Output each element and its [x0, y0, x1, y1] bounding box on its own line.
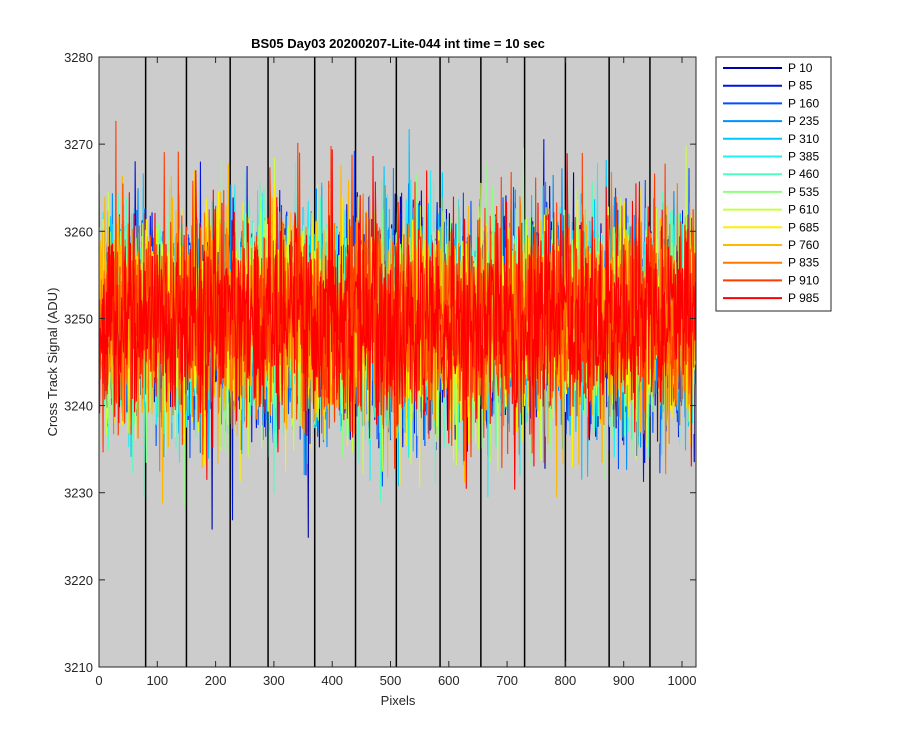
- legend-entry: P 10: [723, 61, 813, 75]
- y-tick-label: 3280: [64, 50, 93, 65]
- x-tick-label: 400: [321, 673, 343, 688]
- y-tick-label: 3230: [64, 486, 93, 501]
- legend-label: P 85: [788, 79, 813, 93]
- x-tick-label: 900: [613, 673, 635, 688]
- legend-label: P 760: [788, 238, 819, 252]
- x-tick-label: 500: [380, 673, 402, 688]
- legend-label: P 235: [788, 114, 819, 128]
- y-tick-label: 3220: [64, 573, 93, 588]
- legend-label: P 310: [788, 132, 819, 146]
- y-tick-label: 3250: [64, 311, 93, 326]
- legend-label: P 160: [788, 96, 819, 110]
- series-lines: [98, 120, 696, 538]
- chart-title: BS05 Day03 20200207-Lite-044 int time = …: [251, 36, 545, 51]
- x-tick-label: 1000: [668, 673, 697, 688]
- legend-label: P 10: [788, 61, 813, 75]
- legend-box: [715, 56, 832, 312]
- x-tick-label: 800: [555, 673, 577, 688]
- legend-entry: P 685: [723, 220, 819, 234]
- y-tick-label: 3270: [64, 137, 93, 152]
- x-tick-label: 300: [263, 673, 285, 688]
- x-axis-label: Pixels: [381, 693, 416, 708]
- legend-entry: P 610: [723, 203, 819, 217]
- legend-entry: P 85: [723, 79, 813, 93]
- x-tick-label: 0: [95, 673, 102, 688]
- y-tick-label: 3260: [64, 224, 93, 239]
- legend-entry: P 160: [723, 96, 819, 110]
- y-tick-label: 3210: [64, 660, 93, 675]
- x-axis: 0 100 200 300 400 500 600 700 800 900 1000: [95, 57, 696, 688]
- plot-frame: [98, 56, 697, 668]
- x-tick-label: 600: [438, 673, 460, 688]
- legend-entry: P 760: [723, 238, 819, 252]
- legend-label: P 910: [788, 273, 819, 287]
- legend-entry: P 910: [723, 273, 819, 287]
- y-axis-label: Cross Track Signal (ADU): [45, 288, 60, 437]
- x-tick-label: 100: [146, 673, 168, 688]
- legend-entry: P 235: [723, 114, 819, 128]
- legend-label: P 535: [788, 185, 819, 199]
- legend-label: P 610: [788, 203, 819, 217]
- legend-label: P 460: [788, 167, 819, 181]
- series-line-p-985: [98, 149, 696, 490]
- legend-entry: P 835: [723, 256, 819, 270]
- legend: P 10 P 85 P 160 P 235 P 310 P 385 P 460 P 535 P …: [715, 56, 832, 312]
- legend-label: P 985: [788, 291, 819, 305]
- x-tick-label: 200: [205, 673, 227, 688]
- legend-label: P 385: [788, 150, 819, 164]
- legend-label: P 685: [788, 220, 819, 234]
- y-axis: 3210 3220 3230 3240 3250 3260 3270 3280: [64, 50, 696, 675]
- legend-entry: P 385: [723, 150, 819, 164]
- legend-entry: P 310: [723, 132, 819, 146]
- legend-entry: P 535: [723, 185, 819, 199]
- legend-label: P 835: [788, 256, 819, 270]
- x-tick-label: 700: [496, 673, 518, 688]
- legend-entry: P 460: [723, 167, 819, 181]
- legend-entry: P 985: [723, 291, 819, 305]
- y-tick-label: 3240: [64, 399, 93, 414]
